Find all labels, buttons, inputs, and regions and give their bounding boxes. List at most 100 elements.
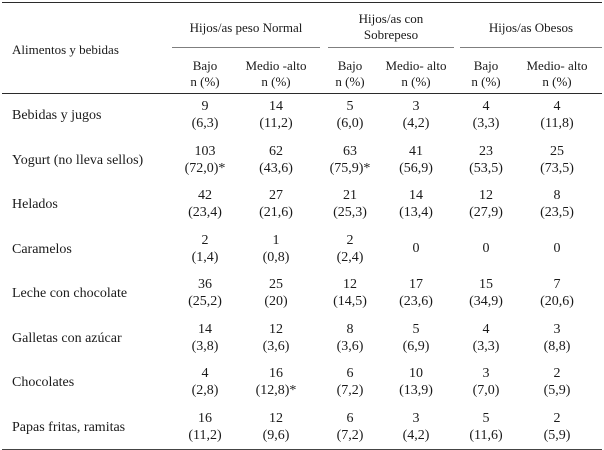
- subheader-sobrepeso-medio-alto-line-2: n (%): [401, 74, 431, 89]
- table-cell: 12 (27,9): [441, 187, 531, 221]
- cell-percent: (34,9): [469, 294, 503, 309]
- cell-count: 3: [553, 321, 561, 337]
- table-cell: 12 (3,6): [231, 321, 321, 355]
- cell-count: 63: [343, 143, 357, 159]
- cell-count: 62: [269, 143, 283, 159]
- table-cell: 8 (3,6): [305, 321, 395, 355]
- table-cell: 0: [512, 232, 602, 266]
- cell-percent: (7,2): [336, 383, 364, 398]
- cell-count: 12: [343, 277, 357, 292]
- cell-percent: (3,6): [262, 338, 290, 354]
- table-cell: 27 (21,6): [231, 187, 321, 221]
- cell-percent: (8,8): [543, 338, 571, 354]
- table-cell: 41 (56,9): [371, 143, 461, 177]
- cell-count: 10: [409, 366, 423, 381]
- table-cell: 5 (6,0): [305, 98, 395, 132]
- table-cell: 5 (6,9): [371, 321, 461, 355]
- cell-percent: (6,3): [191, 116, 219, 131]
- table-cell: 0: [371, 232, 461, 266]
- cell-count: 23: [479, 143, 493, 159]
- subheader-normal-medio-alto: Medio -alto n (%): [238, 58, 314, 90]
- subheader-obesos-bajo-line-2: n (%): [471, 74, 501, 89]
- table-cell: 63 (75,9)*: [305, 143, 395, 177]
- table-cell: 0: [441, 232, 531, 266]
- cell-count: 4: [482, 99, 490, 114]
- cell-percent: (53,5): [469, 160, 503, 176]
- cell-percent: (7,2): [336, 427, 364, 443]
- cell-percent: (20,6): [540, 294, 574, 309]
- table-cell: 9 (6,3): [160, 98, 250, 132]
- table-cell: 3 (4,2): [371, 410, 461, 444]
- table-cell: 2 (2,4): [305, 232, 395, 266]
- cell-percent: (6,0): [336, 116, 364, 131]
- cell-percent: (43,6): [259, 160, 293, 176]
- table-cell: 16 (12,8)*: [231, 365, 321, 399]
- table-top-rule: [2, 2, 602, 3]
- cell-count: 42: [198, 188, 212, 203]
- header-bottom-rule: [2, 93, 602, 94]
- group-header-sobrepeso-line-1: Hijos/as con: [358, 11, 424, 26]
- cell-count: 2: [553, 410, 561, 426]
- cell-count: 103: [194, 143, 216, 159]
- table-cell: 42 (23,4): [160, 187, 250, 221]
- cell-count: 27: [269, 188, 283, 203]
- cell-percent: (4,2): [402, 427, 430, 443]
- cell-percent: (6,9): [402, 338, 430, 354]
- cell-percent: (25,2): [188, 294, 222, 309]
- cell-count: 14: [409, 188, 423, 203]
- subheader-sobrepeso-bajo-line-1: Bajo: [337, 58, 363, 73]
- subheader-obesos-medio-alto-line-2: n (%): [542, 74, 572, 89]
- cell-count: 36: [198, 277, 212, 292]
- subheader-normal-bajo-line-2: n (%): [190, 74, 220, 89]
- cell-percent: (20): [264, 294, 288, 309]
- subheader-sobrepeso-medio-alto: Medio- alto n (%): [374, 58, 458, 90]
- cell-percent: (21,6): [259, 205, 293, 220]
- cell-percent: (5,9): [543, 427, 571, 443]
- cell-percent: (11,2): [259, 116, 293, 131]
- cell-count: 0: [412, 240, 420, 256]
- cell-percent: (3,3): [472, 338, 500, 354]
- cell-count: 4: [482, 321, 490, 337]
- cell-percent: (7,0): [472, 383, 500, 398]
- cell-percent: (4,2): [402, 116, 430, 131]
- cell-count: 21: [343, 188, 357, 203]
- cell-percent: (9,6): [262, 427, 290, 443]
- table-cell: 14 (11,2): [231, 98, 321, 132]
- cell-count: 6: [346, 366, 354, 381]
- group-header-normal-line: Hijos/as peso Normal: [189, 20, 303, 35]
- table-cell: 17 (23,6): [371, 276, 461, 310]
- cell-percent: (56,9): [399, 160, 433, 176]
- cell-percent: (0,8): [262, 249, 290, 265]
- cell-count: 17: [409, 277, 423, 292]
- cell-count: 15: [479, 277, 493, 292]
- cell-count: 0: [553, 240, 561, 256]
- cell-count: 5: [412, 321, 420, 337]
- cell-count: 1: [272, 232, 280, 248]
- cell-count: 2: [553, 366, 561, 381]
- row-label-header: Alimentos y bebidas: [12, 42, 119, 57]
- row-label: Leche con chocolate: [12, 286, 128, 301]
- cell-count: 12: [269, 410, 283, 426]
- cell-percent: (23,4): [188, 205, 222, 220]
- subheader-obesos-medio-alto-line-1: Medio- alto: [526, 58, 588, 73]
- group-rule-obesos: [460, 47, 602, 48]
- row-label: Helados: [12, 197, 58, 212]
- group-rule-sobrepeso: [328, 47, 454, 48]
- table-cell: 6 (7,2): [305, 365, 395, 399]
- cell-percent: (14,5): [333, 294, 367, 309]
- cell-count: 4: [553, 99, 561, 114]
- group-header-sobrepeso-line-2: Sobrepeso: [363, 27, 419, 42]
- table-cell: 16 (11,2): [160, 410, 250, 444]
- cell-percent: (23,6): [399, 294, 433, 309]
- cell-count: 8: [346, 321, 354, 337]
- cell-percent: (23,5): [540, 205, 574, 220]
- table-cell: 3 (4,2): [371, 98, 461, 132]
- cell-count: 3: [412, 410, 420, 426]
- table-cell: 12 (9,6): [231, 410, 321, 444]
- table-cell: 36 (25,2): [160, 276, 250, 310]
- subheader-normal-medio-alto-line-1: Medio -alto: [245, 58, 307, 73]
- table-cell: 5 (11,6): [441, 410, 531, 444]
- table-cell: 25 (20): [231, 276, 321, 310]
- table-cell: 14 (13,4): [371, 187, 461, 221]
- table-cell: 62 (43,6): [231, 143, 321, 177]
